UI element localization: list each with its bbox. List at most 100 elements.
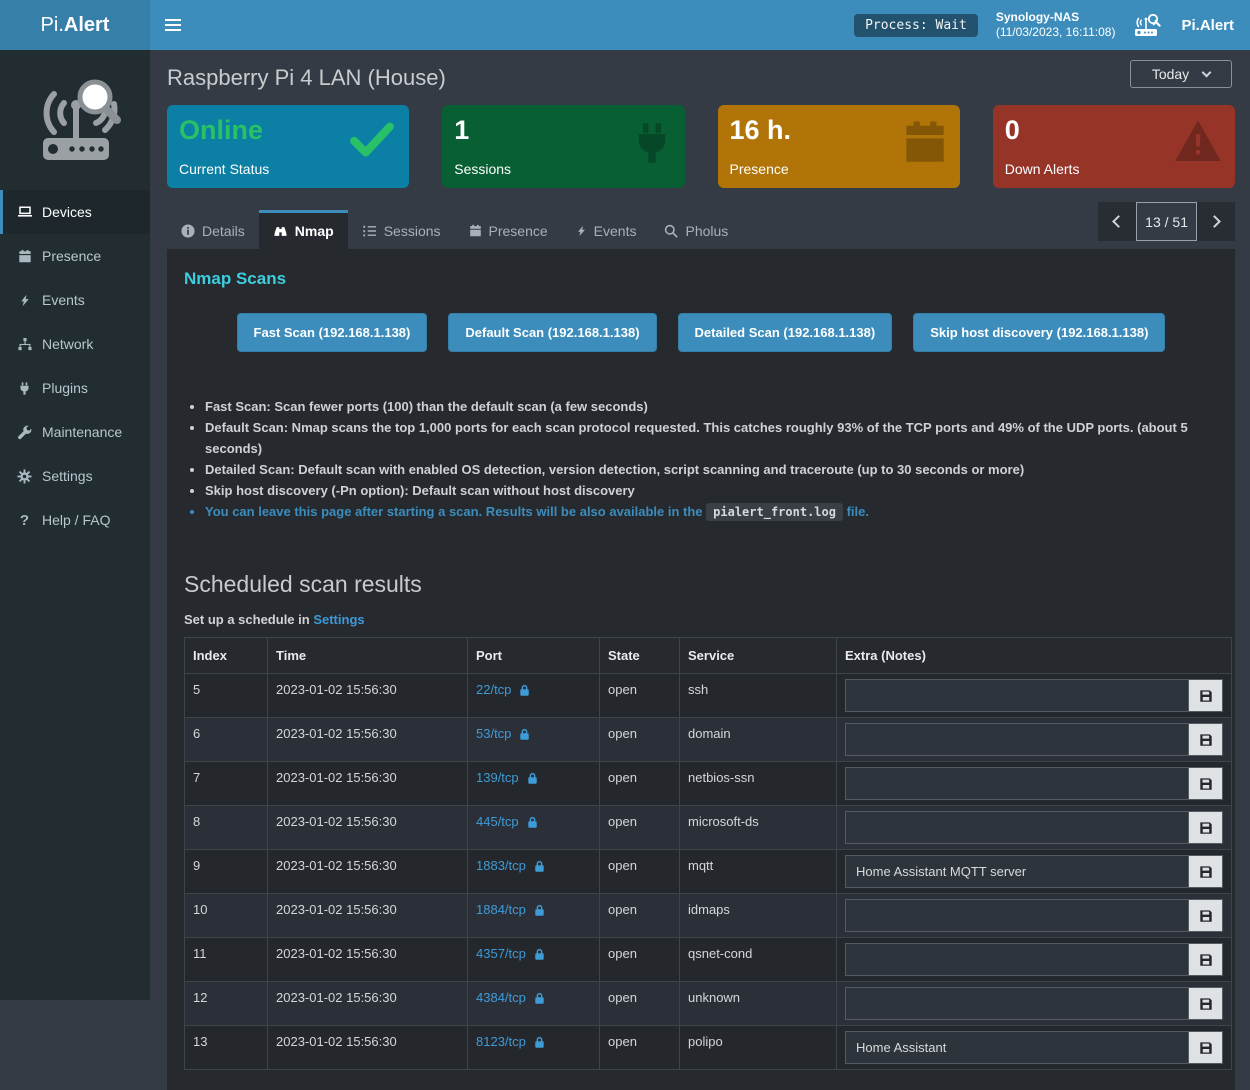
brand-logo[interactable]: Pi. Alert [0, 0, 150, 50]
save-icon [1199, 953, 1212, 966]
cell-extra [836, 761, 1232, 806]
period-select[interactable]: Today [1130, 60, 1232, 88]
sidebar-item-plugins[interactable]: Plugins [0, 366, 150, 410]
cell-port: 8123/tcp [467, 1025, 600, 1070]
next-device-button[interactable] [1197, 202, 1235, 241]
status-cards: Online Current Status 1 Sessions 16 h. P… [167, 105, 1235, 188]
tab-pholus[interactable]: Pholus [650, 210, 742, 249]
cell-time: 2023-01-02 15:56:30 [267, 849, 468, 894]
port-text: 139/tcp [476, 770, 519, 785]
note-input[interactable] [845, 943, 1189, 976]
save-note-button[interactable] [1189, 811, 1223, 844]
save-icon [1199, 777, 1212, 790]
sidebar-item-settings[interactable]: Settings [0, 454, 150, 498]
sidebar-item-presence[interactable]: Presence [0, 234, 150, 278]
tab-nmap[interactable]: Nmap [258, 210, 348, 249]
note-input[interactable] [845, 1031, 1189, 1064]
main-content: Raspberry Pi 4 LAN (House) Today Online … [150, 50, 1250, 1090]
table-row: 10 2023-01-02 15:56:30 1884/tcp open idm… [184, 893, 1232, 938]
note-input[interactable] [845, 899, 1189, 932]
port-text: 53/tcp [476, 726, 512, 741]
cell-state: open [599, 805, 680, 850]
cell-state: open [599, 673, 680, 718]
cell-state: open [599, 717, 680, 762]
sitemap-icon [16, 337, 33, 352]
note-input[interactable] [845, 987, 1189, 1020]
save-icon [1199, 1041, 1212, 1054]
period-select-value: Today [1151, 66, 1190, 82]
sidebar-item-network[interactable]: Network [0, 322, 150, 366]
sidebar-item-maintenance[interactable]: Maintenance [0, 410, 150, 454]
port-link[interactable]: 139/tcp [476, 770, 539, 785]
save-note-button[interactable] [1189, 1031, 1223, 1064]
fast-scan-button[interactable]: Fast Scan (192.168.1.138) [236, 313, 428, 352]
table-row: 12 2023-01-02 15:56:30 4384/tcp open unk… [184, 981, 1232, 1026]
save-note-button[interactable] [1189, 987, 1223, 1020]
tab-events[interactable]: Events [562, 210, 651, 249]
port-link[interactable]: 22/tcp [476, 682, 531, 697]
sidebar-item-label: Plugins [42, 380, 88, 396]
save-note-button[interactable] [1189, 899, 1223, 932]
cell-index: 12 [184, 981, 268, 1026]
port-link[interactable]: 1884/tcp [476, 902, 546, 917]
card-current-status[interactable]: Online Current Status [167, 105, 410, 188]
wrench-icon [16, 425, 33, 440]
cell-time: 2023-01-02 15:56:30 [267, 981, 468, 1026]
lock-icon [535, 860, 544, 872]
default-scan-button[interactable]: Default Scan (192.168.1.138) [448, 313, 657, 352]
detailed-scan-button[interactable]: Detailed Scan (192.168.1.138) [677, 313, 893, 352]
tab-presence[interactable]: Presence [455, 210, 562, 249]
col-header-port: Port [467, 637, 600, 674]
note-log-file: You can leave this page after starting a… [205, 501, 1225, 523]
calendar-icon [16, 249, 33, 264]
save-note-button[interactable] [1189, 723, 1223, 756]
tab-details[interactable]: Details [167, 210, 259, 249]
note-input[interactable] [845, 855, 1189, 888]
port-text: 8123/tcp [476, 1034, 526, 1049]
cell-port: 22/tcp [467, 673, 600, 718]
table-body: 5 2023-01-02 15:56:30 22/tcp open ssh 6 … [184, 673, 1232, 1070]
save-note-button[interactable] [1189, 767, 1223, 800]
tab-label: Sessions [383, 223, 441, 239]
card-sessions[interactable]: 1 Sessions [442, 105, 685, 188]
host-info: Synology-NAS (11/03/2023, 16:11:08) [996, 10, 1116, 40]
cell-time: 2023-01-02 15:56:30 [267, 761, 468, 806]
note-input[interactable] [845, 767, 1189, 800]
card-value: 16 h. [729, 115, 792, 145]
card-down-alerts[interactable]: 0 Down Alerts [992, 105, 1235, 188]
sidebar-item-devices[interactable]: Devices [0, 190, 150, 234]
card-presence[interactable]: 16 h. Presence [717, 105, 960, 188]
process-status-badge: Process: Wait [854, 13, 978, 37]
port-link[interactable]: 8123/tcp [476, 1034, 546, 1049]
port-link[interactable]: 53/tcp [476, 726, 531, 741]
settings-link[interactable]: Settings [313, 612, 365, 627]
port-link[interactable]: 4384/tcp [476, 990, 546, 1005]
note-input[interactable] [845, 723, 1189, 756]
note-input[interactable] [845, 811, 1189, 844]
tab-sessions[interactable]: Sessions [348, 210, 455, 249]
hamburger-icon[interactable] [150, 0, 196, 50]
sidebar-item-events[interactable]: Events [0, 278, 150, 322]
save-note-button[interactable] [1189, 679, 1223, 712]
calendar-icon [902, 119, 948, 172]
sidebar-item-help[interactable]: ? Help / FAQ [0, 498, 150, 542]
save-icon [1199, 689, 1212, 702]
device-pagination: 13 / 51 [1098, 202, 1235, 241]
prev-device-button[interactable] [1098, 202, 1137, 241]
laptop-icon [16, 204, 33, 220]
cell-state: open [599, 1025, 680, 1070]
skip-host-discovery-button[interactable]: Skip host discovery (192.168.1.138) [913, 313, 1166, 352]
table-row: 13 2023-01-02 15:56:30 8123/tcp open pol… [184, 1025, 1232, 1070]
port-link[interactable]: 4357/tcp [476, 946, 546, 961]
save-note-button[interactable] [1189, 943, 1223, 976]
note-input[interactable] [845, 679, 1189, 712]
port-link[interactable]: 1883/tcp [476, 858, 546, 873]
bolt-icon [577, 225, 585, 237]
brand-prefix: Pi. [40, 13, 64, 36]
save-note-button[interactable] [1189, 855, 1223, 888]
card-label: Current Status [179, 161, 270, 177]
cell-extra [836, 981, 1232, 1026]
bolt-icon [16, 293, 33, 308]
port-link[interactable]: 445/tcp [476, 814, 539, 829]
scan-results-table: Index Time Port State Service Extra (Not… [184, 637, 1232, 1070]
